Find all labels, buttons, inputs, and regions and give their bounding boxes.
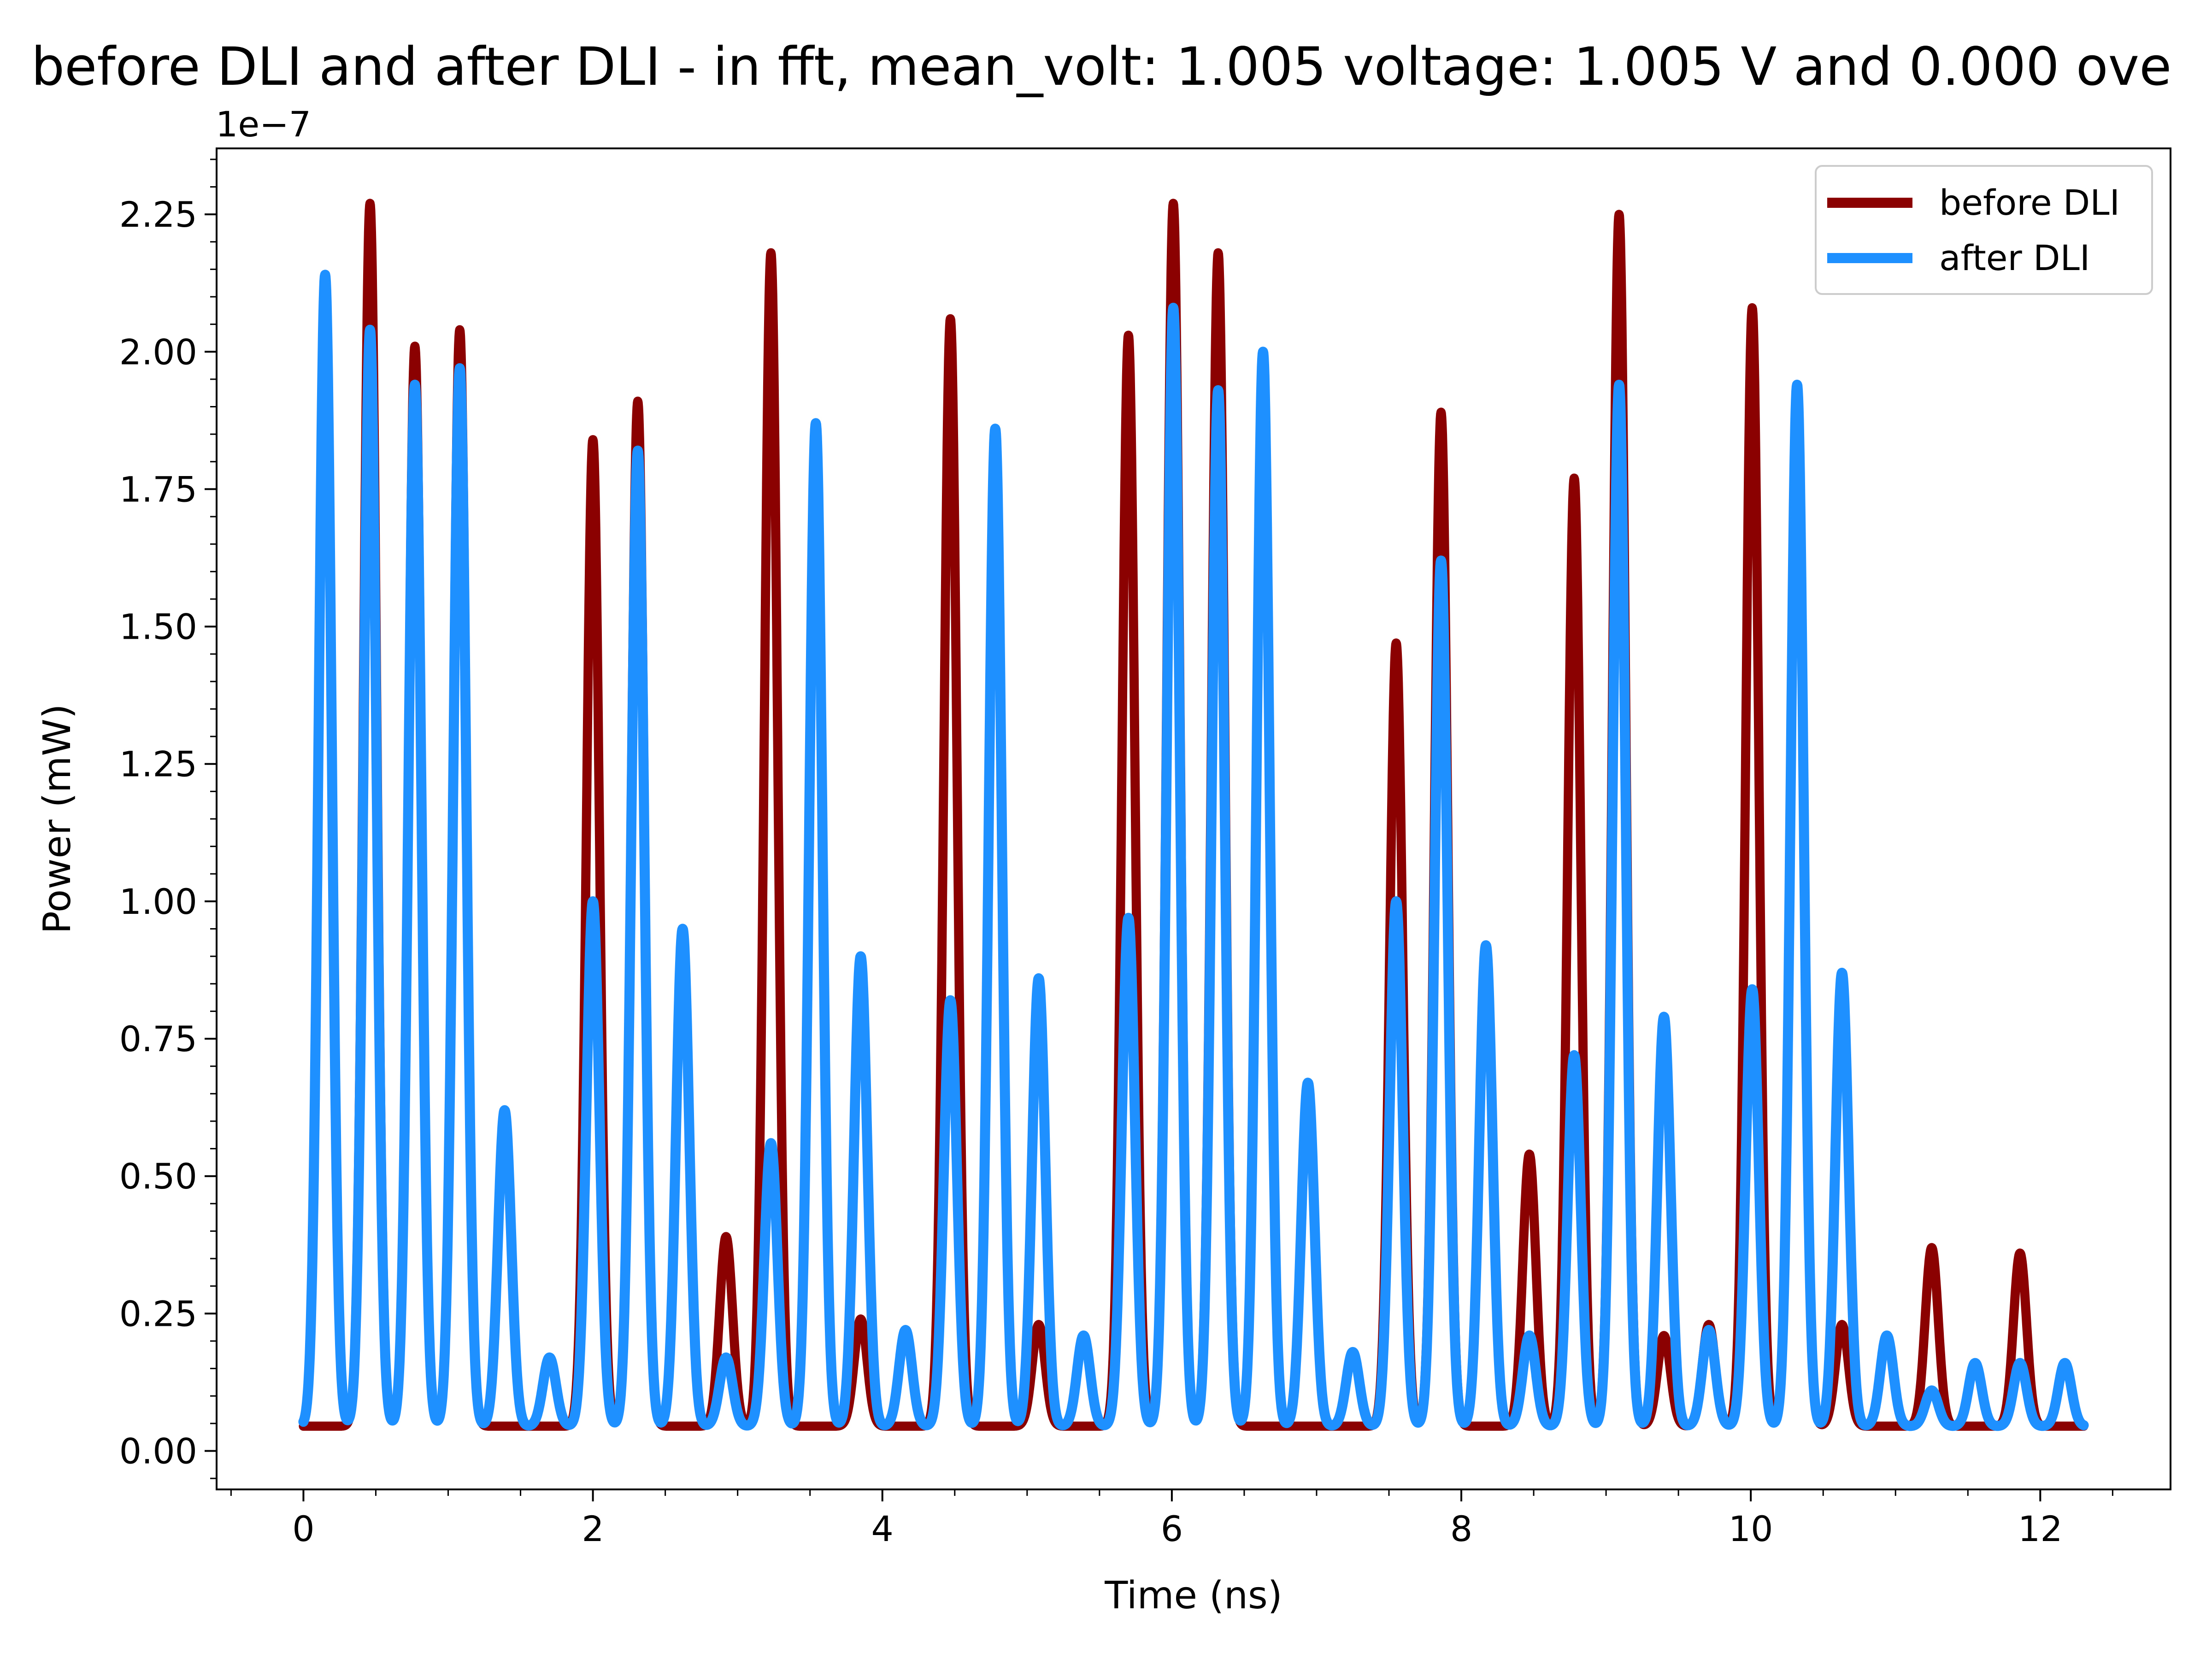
x-tick-label: 2 — [582, 1508, 604, 1549]
legend: before DLI after DLI — [1815, 165, 2153, 295]
y-tick-label: 1.50 — [119, 606, 197, 647]
x-axis: 0 2 4 6 8 10 12 — [230, 1489, 2113, 1549]
y-tick-label: 0.00 — [119, 1431, 197, 1472]
y-tick-label: 2.00 — [119, 331, 197, 372]
series-line-after-dli — [298, 270, 2089, 1431]
x-tick-label: 8 — [1450, 1508, 1472, 1549]
y-tick-label: 1.00 — [119, 881, 197, 922]
legend-label-before-dli: before DLI — [1939, 182, 2120, 223]
x-tick-label: 4 — [871, 1508, 894, 1549]
y-tick-label: 0.25 — [119, 1293, 197, 1334]
y-tick-label: 1.25 — [119, 744, 197, 785]
y-tick-label: 0.75 — [119, 1018, 197, 1059]
chart-title: before DLI and after DLI - in fft, mean_… — [31, 36, 2172, 97]
y-tick-label: 0.50 — [119, 1156, 197, 1197]
x-tick-label: 12 — [2018, 1508, 2063, 1549]
series-layer — [298, 199, 2089, 1431]
x-tick-label: 6 — [1161, 1508, 1183, 1549]
y-axis-offset-text: 1e−7 — [216, 104, 311, 145]
y-tick-label: 1.75 — [119, 469, 197, 510]
y-axis: 0.00 0.25 0.50 0.75 1.00 1.25 1.50 1.75 2.00 2.25 — [119, 159, 217, 1479]
y-tick-label: 2.25 — [119, 194, 197, 235]
x-tick-label: 0 — [292, 1508, 314, 1549]
y-axis-label: Power (mW) — [35, 704, 79, 934]
x-tick-label: 10 — [1729, 1508, 1773, 1549]
legend-label-after-dli: after DLI — [1939, 237, 2090, 278]
x-axis-label: Time (ns) — [1104, 1574, 1282, 1618]
